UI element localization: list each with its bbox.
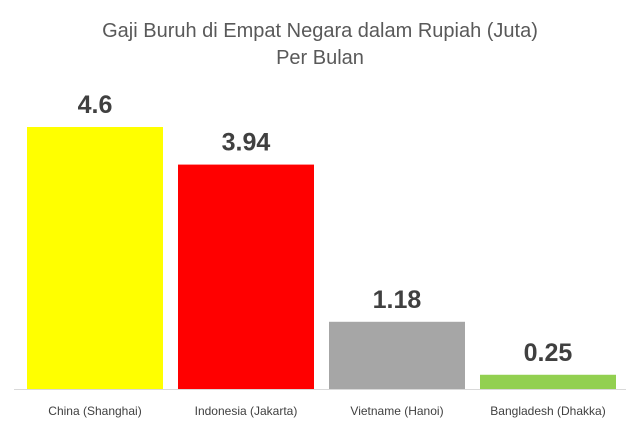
bar [480, 374, 616, 389]
chart-title-block: Gaji Buruh di Empat Negara dalam Rupiah … [0, 18, 640, 72]
bar [27, 127, 163, 389]
data-label: 1.18 [373, 286, 422, 314]
bar [329, 321, 465, 389]
category-label: Bangladesh (Dhakka) [490, 404, 605, 418]
category-label: China (Shanghai) [48, 404, 141, 418]
data-label: 0.25 [524, 339, 573, 367]
category-label: Vietname (Hanoi) [350, 404, 443, 418]
category-label: Indonesia (Jakarta) [195, 404, 298, 418]
data-label: 3.94 [222, 129, 271, 157]
bar [178, 164, 314, 389]
chart-title: Gaji Buruh di Empat Negara dalam Rupiah … [102, 20, 538, 42]
chart-subtitle: Per Bulan [276, 47, 364, 69]
data-label: 4.6 [78, 91, 113, 119]
